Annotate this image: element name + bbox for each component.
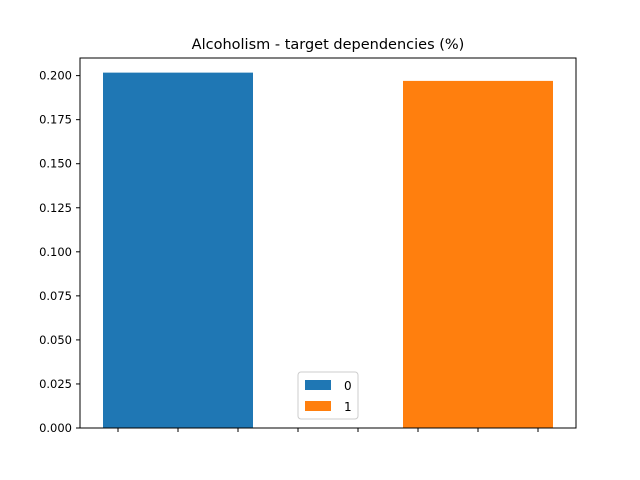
bar-series-0: [103, 72, 253, 428]
y-tick-label: 0.075: [39, 289, 72, 303]
legend-swatch-0: [305, 380, 331, 390]
chart-title: Alcoholism - target dependencies (%): [192, 37, 465, 53]
bar-series-1: [403, 80, 553, 429]
y-tick-label: 0.000: [39, 421, 72, 435]
legend-label-1: 1: [344, 400, 352, 414]
y-tick-label: 0.050: [39, 333, 72, 347]
plot-area: [103, 72, 553, 429]
y-tick-label: 0.025: [39, 377, 72, 391]
x-axis: [117, 428, 539, 432]
y-tick-label: 0.200: [39, 69, 72, 83]
legend-label-0: 0: [344, 379, 352, 393]
y-tick-label: 0.175: [39, 113, 72, 127]
plot-frame: [79, 57, 577, 429]
y-tick-label: 0.125: [39, 201, 72, 215]
legend: 01: [297, 371, 359, 420]
legend-swatch-1: [305, 401, 331, 411]
y-tick-label: 0.150: [39, 157, 72, 171]
y-axis: 0.000 0.025 0.050 0.075 0.100 0.125 0.150 0.175…: [39, 69, 80, 435]
y-tick-label: 0.100: [39, 245, 72, 259]
